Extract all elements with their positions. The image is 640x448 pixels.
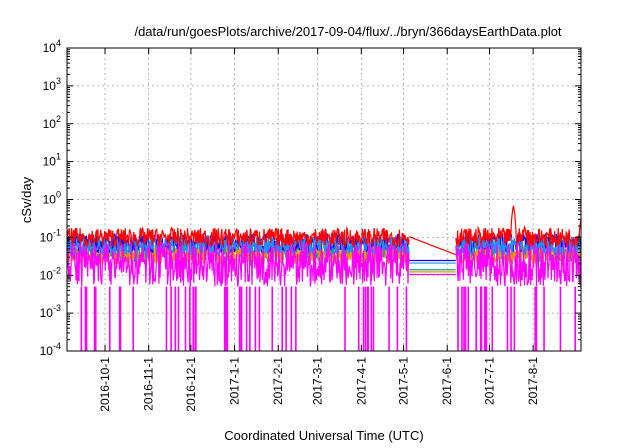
y-tick-label: 100 — [43, 190, 61, 207]
x-tick-label: 2017-3-1 — [311, 357, 325, 405]
y-tick-label: 103 — [43, 76, 61, 93]
x-tick-label: 2017-7-1 — [482, 357, 496, 405]
data-layer — [66, 204, 582, 351]
y-tick-label: 102 — [43, 114, 61, 131]
series-trace — [66, 241, 410, 287]
x-tick-label: 2017-4-1 — [354, 357, 368, 405]
series-trace — [455, 241, 582, 287]
series-trace — [66, 226, 410, 248]
y-tick-label: 10-3 — [40, 303, 61, 320]
plot-frame — [66, 47, 582, 352]
x-tick-label: 2017-1-1 — [228, 357, 242, 405]
x-tick-label: 2017-2-1 — [271, 357, 285, 405]
y-tick-label: 10-2 — [40, 265, 61, 282]
y-tick-label: 10-1 — [40, 227, 61, 244]
x-tick-label: 2016-10-1 — [98, 357, 112, 412]
y-tick-label: 10-4 — [40, 341, 61, 358]
grid-layer — [67, 48, 581, 351]
gap-bridge-line — [408, 236, 456, 256]
x-tick-label: 2016-12-1 — [184, 357, 198, 412]
series-trace — [455, 204, 582, 248]
x-tick-label: 2017-5-1 — [397, 357, 411, 405]
y-tick-label: 104 — [43, 38, 61, 55]
x-axis-label: Coordinated Universal Time (UTC) — [224, 428, 423, 443]
x-tick-label: 2017-8-1 — [526, 357, 540, 405]
y-tick-label: 101 — [43, 152, 61, 169]
chart-title: /data/run/goesPlots/archive/2017-09-04/f… — [134, 24, 561, 39]
y-axis-label: cSv/day — [19, 176, 34, 223]
x-axis: 2016-10-1 2016-11-1 2016-12-1 2017-1-1 2017-… — [98, 48, 540, 412]
x-tick-label: 2016-11-1 — [142, 357, 156, 411]
x-tick-label: 2017-6-1 — [440, 357, 454, 405]
